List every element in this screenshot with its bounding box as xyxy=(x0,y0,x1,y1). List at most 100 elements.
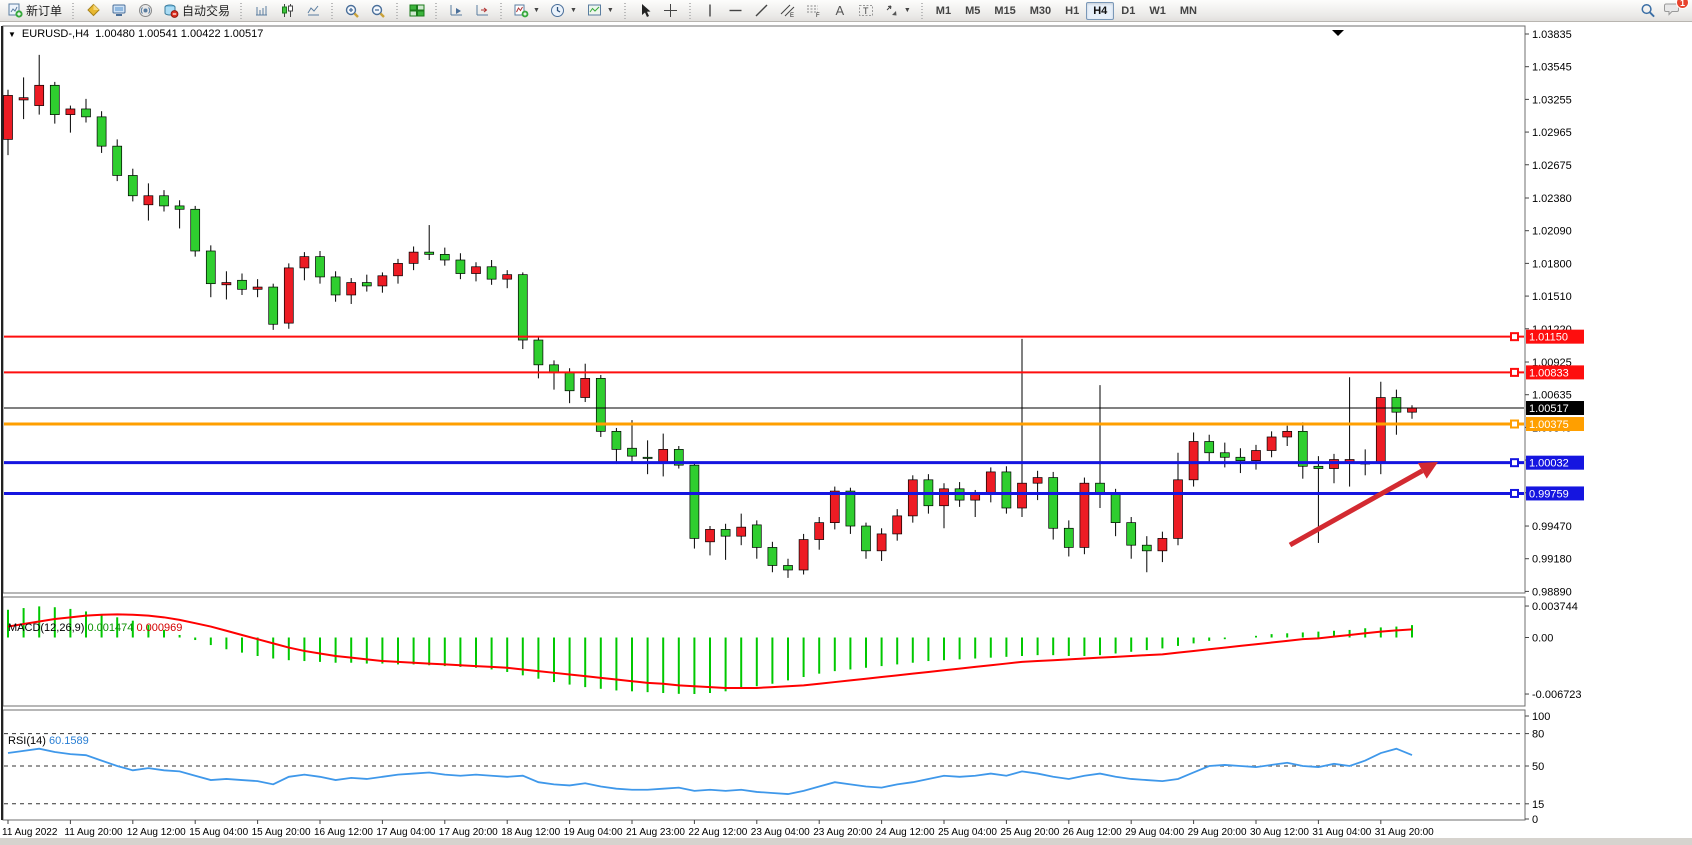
price-axis-tick-label: 1.03545 xyxy=(1532,62,1572,74)
symbol-period-label: EURUSD-,H4 xyxy=(21,28,90,40)
text-label-button[interactable]: T xyxy=(853,1,879,21)
time-axis-label: 16 Aug 12:00 xyxy=(314,827,373,838)
candle-body xyxy=(736,526,747,537)
timeframe-button-m15[interactable]: M15 xyxy=(994,4,1016,17)
zoom-out-button[interactable] xyxy=(365,1,391,21)
rsi-axis-tick-label: 80 xyxy=(1532,729,1544,741)
candle-body xyxy=(892,515,903,535)
price-tag xyxy=(1526,365,1584,380)
macd-axis-tick-label: 0.00 xyxy=(1532,633,1553,645)
autotrading-button[interactable]: 自动交易 xyxy=(158,1,235,21)
timeframe-button-d1[interactable]: D1 xyxy=(1121,4,1136,17)
candle-body xyxy=(237,279,247,290)
level-line-knob[interactable] xyxy=(1510,458,1519,468)
time-axis-label: 23 Aug 04:00 xyxy=(751,827,810,838)
candle-body xyxy=(1313,465,1324,469)
toolbar-separator xyxy=(919,2,925,19)
terminal-button[interactable] xyxy=(106,1,132,21)
timeframe-button-m5[interactable]: M5 xyxy=(965,4,981,17)
periods-button[interactable]: ▼ xyxy=(545,1,582,21)
signals-button[interactable] xyxy=(132,1,158,21)
cursor-button[interactable] xyxy=(632,1,658,21)
window-bottom-strip xyxy=(0,838,1692,845)
timeframe-button-mn[interactable]: MN xyxy=(1179,4,1197,17)
horizontal-line-button[interactable] xyxy=(723,1,749,21)
zoom-out-icon xyxy=(370,3,386,19)
rsi-line xyxy=(7,747,1413,795)
candle-body xyxy=(299,256,310,269)
text-button[interactable]: A xyxy=(827,1,853,21)
time-axis-label: 19 Aug 04:00 xyxy=(564,827,623,838)
candle-body xyxy=(34,84,45,106)
level-line-knob[interactable] xyxy=(1510,367,1519,377)
indicators-button[interactable]: ▼ xyxy=(508,1,545,21)
macd-signal-line xyxy=(7,613,1413,689)
candle-body xyxy=(1141,544,1152,552)
templates-icon xyxy=(587,3,603,19)
toolbar-separator xyxy=(71,2,77,19)
timeframe-toolbar: M1 M5 M15 M30 H1 H4 D1 W1 MN xyxy=(927,0,1206,22)
candle-body xyxy=(1219,452,1230,458)
candle-body xyxy=(18,97,29,101)
templates-button[interactable]: ▼ xyxy=(582,1,619,21)
equidistant-channel-button[interactable]: E xyxy=(775,1,801,21)
new-order-button[interactable]: 新订单 xyxy=(2,1,67,21)
line-chart-button[interactable] xyxy=(300,1,326,21)
crosshair-button[interactable] xyxy=(658,1,684,21)
time-axis-label: 22 Aug 12:00 xyxy=(688,827,747,838)
svg-text:E: E xyxy=(790,13,794,18)
vertical-line-button[interactable] xyxy=(697,1,723,21)
arrows-button[interactable]: ▼ xyxy=(879,1,916,21)
terminal-icon xyxy=(111,3,127,19)
time-axis-label: 12 Aug 12:00 xyxy=(127,827,186,838)
dropdown-arrow-icon: ▼ xyxy=(569,7,577,14)
tile-windows-button[interactable] xyxy=(404,1,430,21)
zoom-in-button[interactable] xyxy=(339,1,365,21)
notification-badge: 1 xyxy=(1675,0,1689,9)
bar-chart-button[interactable] xyxy=(248,1,274,21)
candle-body xyxy=(580,378,591,398)
timeframe-button-m30[interactable]: M30 xyxy=(1029,4,1052,17)
fibonacci-button[interactable]: F xyxy=(801,1,827,21)
macd-main-value: 0.001474 xyxy=(87,622,134,634)
price-panel-frame xyxy=(2,25,1526,594)
chart-menu-triangle-icon[interactable]: ▼ xyxy=(8,29,16,39)
trendline-button[interactable] xyxy=(749,1,775,21)
candlestick-chart-button[interactable] xyxy=(274,1,300,21)
candle-body xyxy=(205,250,216,285)
timeframe-button-h1[interactable]: H1 xyxy=(1065,4,1080,17)
toolbar-separator xyxy=(499,2,505,19)
notifications-icon[interactable]: 1 xyxy=(1664,0,1689,20)
trend-arrow-shaft[interactable] xyxy=(1288,468,1424,548)
search-icon[interactable] xyxy=(1640,3,1656,19)
rsi-name: RSI(14) xyxy=(8,735,46,747)
candle-body xyxy=(642,456,653,459)
time-axis-label: 21 Aug 23:00 xyxy=(626,827,685,838)
level-line-knob[interactable] xyxy=(1510,419,1519,429)
time-axis-label: 15 Aug 04:00 xyxy=(189,827,248,838)
level-line-knob[interactable] xyxy=(1510,332,1519,342)
price-tag xyxy=(1526,401,1584,416)
chart-canvas[interactable]: 1.03835 1.03545 1.03255 1.02965 1.02675 1.023… xyxy=(0,22,1692,845)
timeframe-button-w1[interactable]: W1 xyxy=(1149,4,1166,17)
candle-body xyxy=(705,529,715,543)
level-line-knob[interactable] xyxy=(1510,488,1519,498)
mql-community-button[interactable] xyxy=(80,1,106,21)
price-axis-tick-label: 1.01510 xyxy=(1532,291,1572,303)
candle-body xyxy=(907,479,918,517)
time-axis-label: 29 Aug 04:00 xyxy=(1125,827,1184,838)
new-order-icon xyxy=(7,3,23,19)
time-axis-label: 23 Aug 20:00 xyxy=(813,827,872,838)
bar-chart-icon xyxy=(253,3,269,19)
timeframe-button-m1[interactable]: M1 xyxy=(935,4,952,17)
auto-scroll-button[interactable] xyxy=(443,1,469,21)
candle-body xyxy=(112,145,123,176)
candle-body xyxy=(283,267,294,324)
timeframe-button-h4[interactable]: H4 xyxy=(1086,1,1115,20)
chart-shift-button[interactable] xyxy=(469,1,495,21)
candle-body xyxy=(455,259,466,274)
candle-body xyxy=(174,205,185,210)
candle-body xyxy=(1001,471,1012,509)
trend-arrow-head[interactable] xyxy=(1417,462,1438,479)
time-axis-label: 29 Aug 20:00 xyxy=(1188,827,1247,838)
